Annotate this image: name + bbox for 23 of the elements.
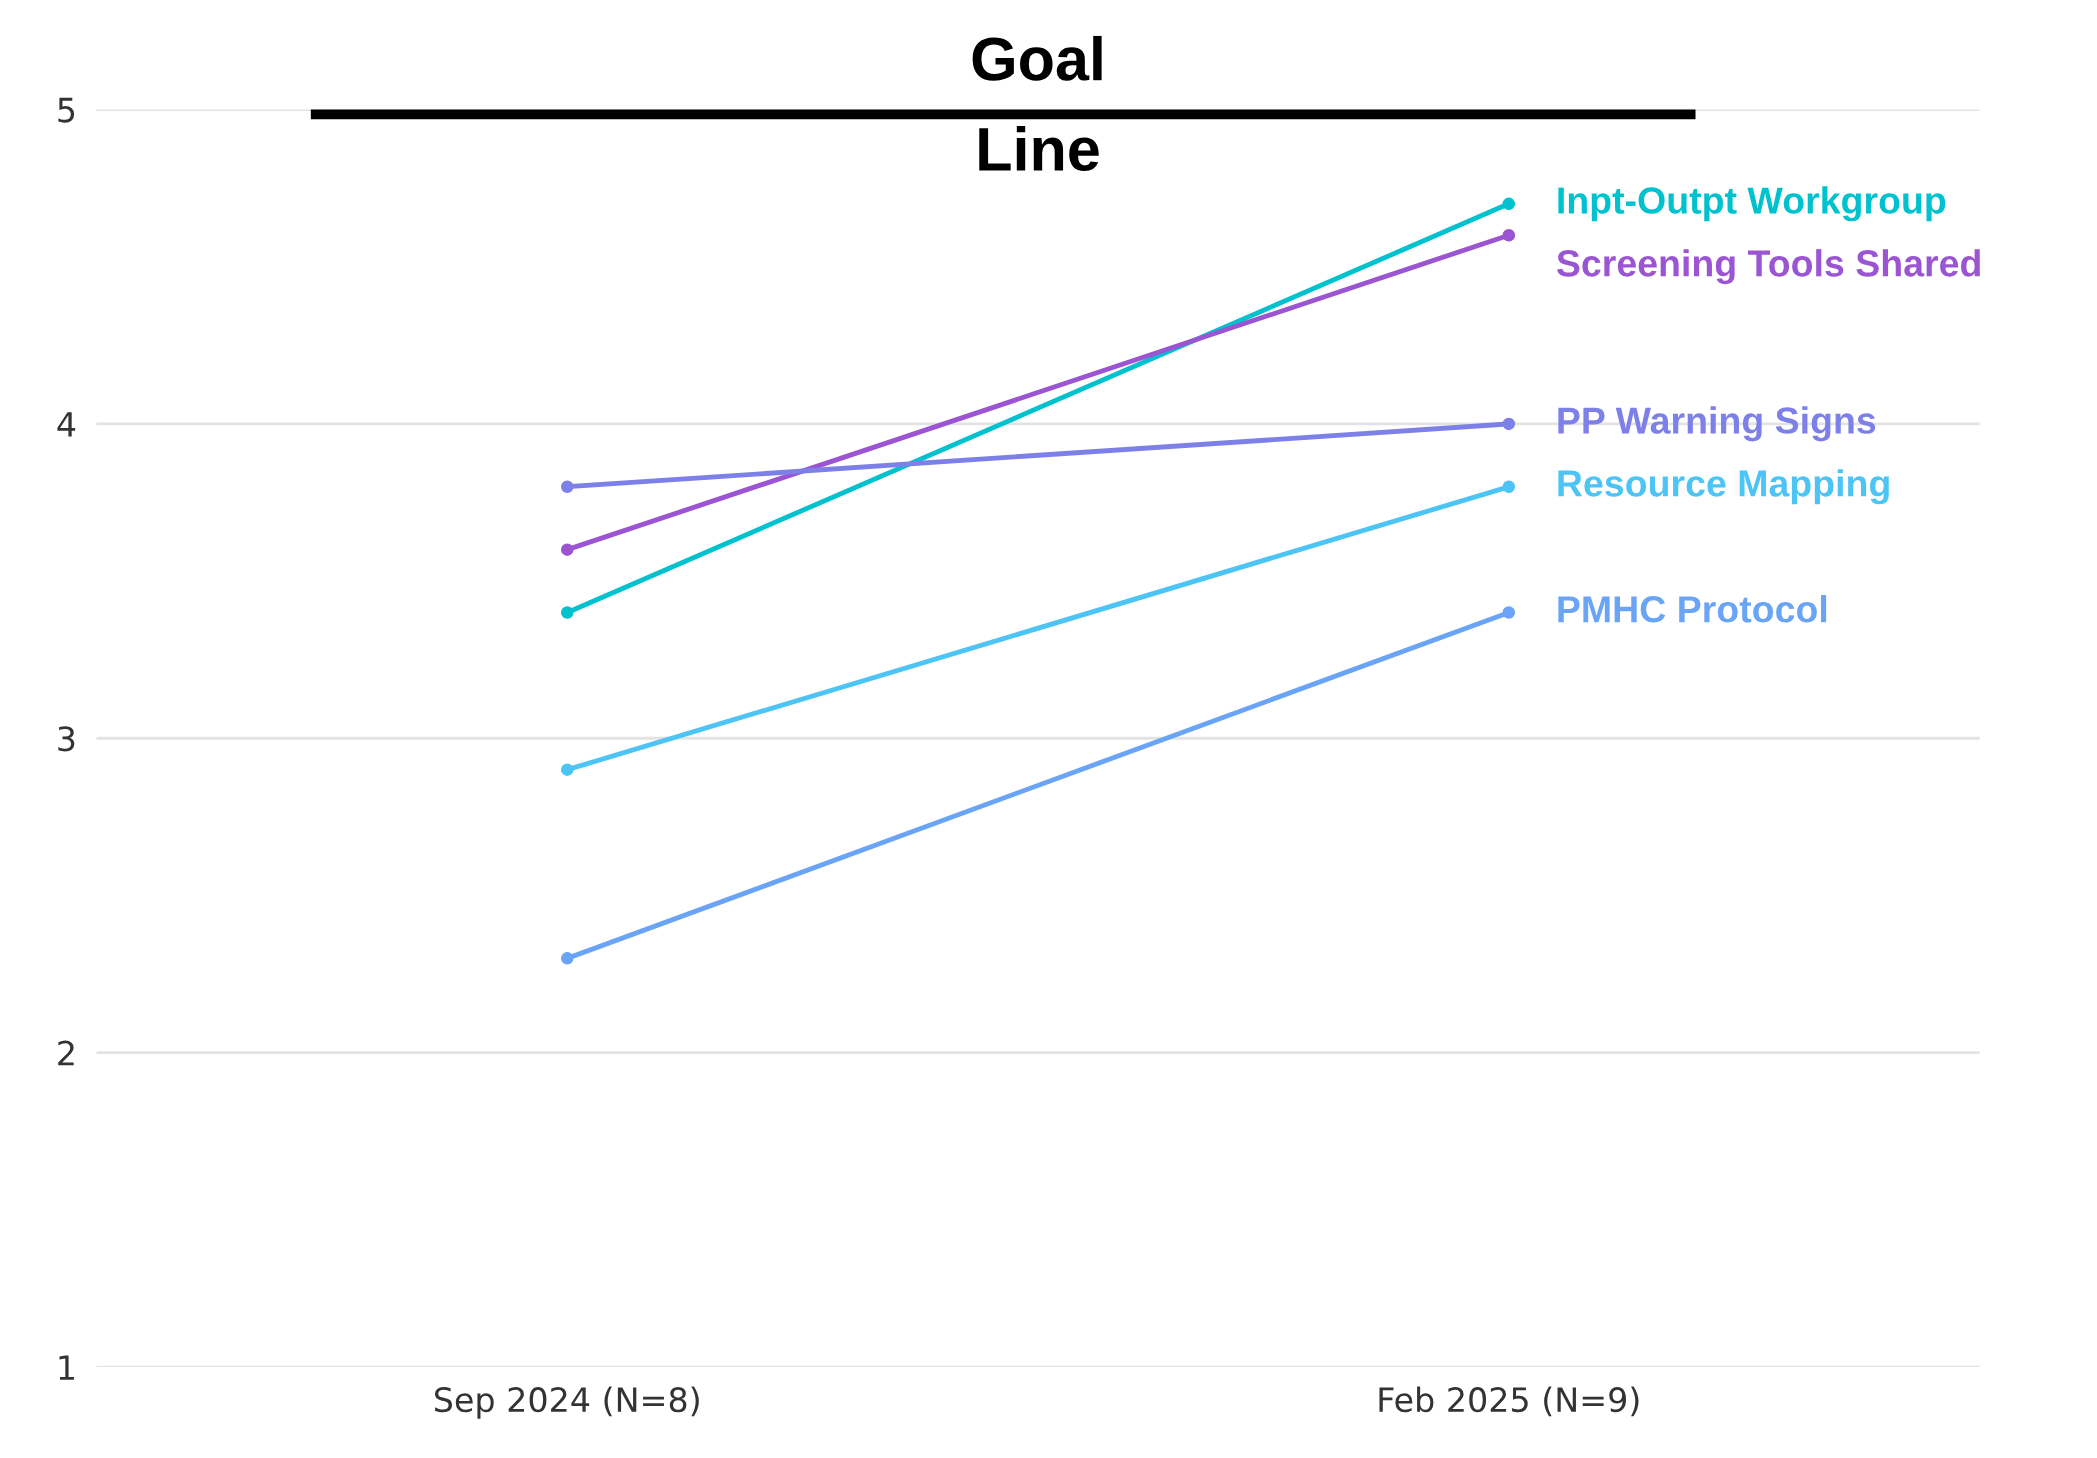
y-tick-label: 2 [58, 1040, 74, 1066]
point [560, 952, 574, 965]
y-tick-label: 3 [58, 726, 75, 752]
point [560, 606, 574, 619]
point [1502, 197, 1516, 211]
point [1502, 417, 1516, 431]
x-tick-label: Feb 2025 (N=9) [1379, 1386, 1639, 1417]
point [560, 763, 574, 776]
series-label: PMHC Protocol [1558, 595, 1827, 623]
point [1502, 228, 1516, 242]
series-label: Inpt-Outpt Workgroup [1558, 186, 1946, 222]
series-label: Resource Mapping [1558, 469, 1889, 505]
ref-line-label: Goal Line [972, 35, 1102, 171]
y-tick-label: 5 [58, 97, 75, 123]
point [560, 543, 574, 556]
point [1502, 606, 1516, 619]
y-tick-label: 4 [57, 412, 76, 437]
series-label: Screening Tools Shared [1556, 249, 1980, 285]
point [1502, 480, 1516, 494]
y-tick-label: 1 [59, 1355, 74, 1380]
point [560, 480, 574, 494]
x-tick-label: Sep 2024 (N=8) [434, 1386, 699, 1419]
series-label: PP Warning Signs [1558, 406, 1876, 442]
